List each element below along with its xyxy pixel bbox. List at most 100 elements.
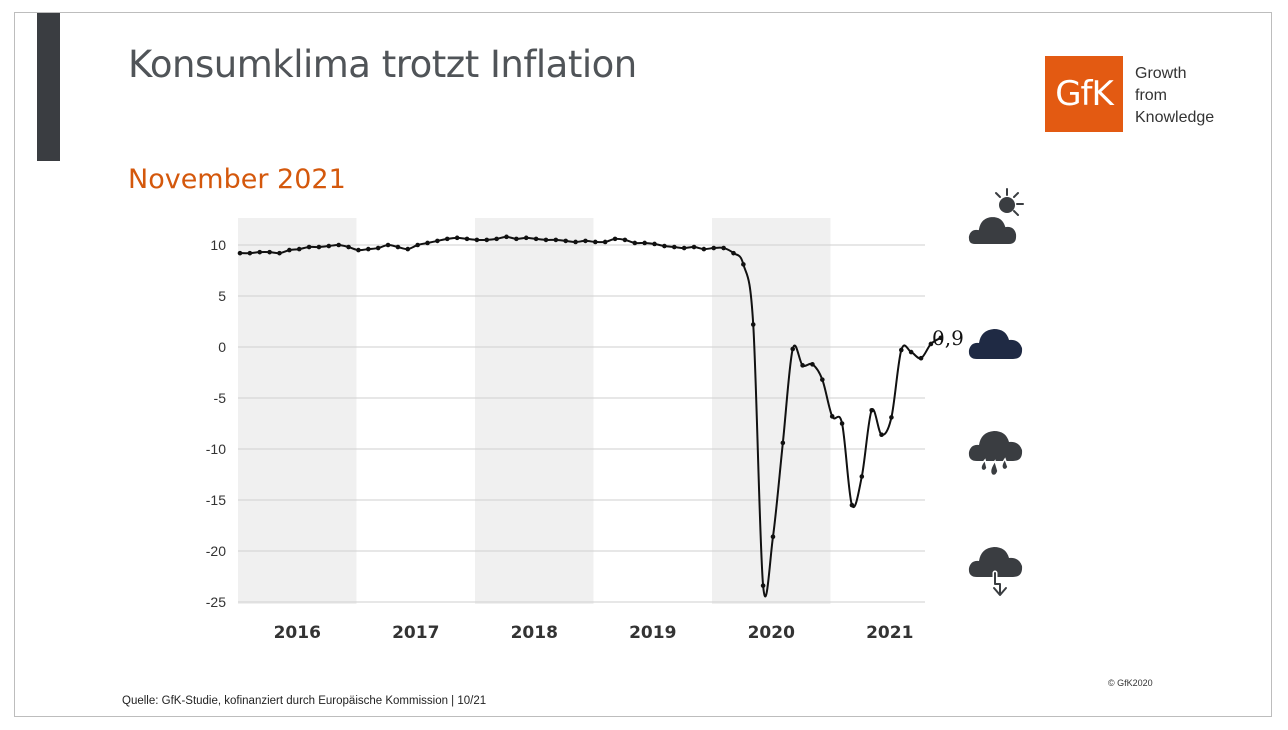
data-point — [750, 322, 756, 327]
data-point — [247, 250, 253, 256]
x-year-label: 2020 — [748, 623, 795, 643]
data-point — [415, 242, 420, 248]
data-point — [257, 249, 263, 255]
data-point — [681, 245, 687, 251]
data-point — [908, 349, 914, 355]
data-point — [573, 239, 578, 245]
data-point — [296, 246, 302, 252]
data-point — [760, 583, 766, 588]
data-point — [671, 244, 677, 250]
data-point — [662, 243, 667, 249]
data-point — [741, 262, 746, 267]
data-point — [336, 242, 342, 248]
data-point — [602, 239, 608, 245]
y-tick-label: 5 — [218, 288, 226, 304]
data-point — [622, 237, 628, 243]
y-tick-label: 10 — [210, 237, 226, 253]
y-tick-label: 0 — [218, 339, 226, 355]
data-point — [395, 244, 401, 250]
data-point — [612, 236, 618, 242]
gfk-logo-text: GfK — [1055, 74, 1114, 114]
data-point — [770, 534, 776, 540]
page-title: Konsumklima trotzt Inflation — [128, 43, 637, 86]
data-point — [494, 236, 499, 242]
data-point — [267, 249, 272, 255]
x-year-label: 2017 — [392, 623, 439, 643]
data-point — [425, 240, 430, 246]
accent-bar — [37, 13, 60, 161]
data-point — [593, 239, 598, 245]
data-point — [820, 377, 825, 382]
data-point — [464, 236, 470, 242]
cloud-sun-icon — [966, 188, 1024, 246]
data-point — [642, 240, 647, 246]
tagline-line-2: from — [1135, 87, 1167, 104]
data-point — [780, 440, 786, 446]
data-point — [356, 247, 361, 253]
y-tick-label: -5 — [214, 390, 227, 406]
data-point — [306, 244, 312, 250]
data-point — [277, 250, 282, 256]
data-point — [691, 244, 697, 250]
data-point — [563, 238, 569, 244]
data-point — [326, 243, 332, 249]
data-point — [287, 247, 292, 253]
data-point — [435, 238, 440, 244]
tagline-line-3: Knowledge — [1135, 109, 1215, 126]
data-point — [810, 362, 815, 367]
x-year-label: 2018 — [511, 623, 558, 643]
year-band — [712, 218, 831, 604]
data-point — [346, 244, 351, 250]
data-point — [543, 237, 549, 243]
source-note: Quelle: GfK-Studie, kofinanziert durch E… — [122, 695, 487, 707]
year-band — [238, 218, 357, 604]
data-point — [731, 250, 736, 256]
data-point — [889, 415, 894, 420]
data-point — [849, 502, 855, 508]
x-year-label: 2019 — [629, 623, 676, 643]
logo-tagline: Growth from Knowledge — [1135, 63, 1214, 129]
gfk-logo: GfK — [1045, 56, 1123, 132]
cloud-icon — [968, 329, 1023, 359]
data-point — [632, 240, 638, 246]
y-tick-label: -10 — [206, 441, 226, 457]
data-point — [928, 341, 934, 347]
data-point — [800, 363, 805, 368]
data-point — [237, 250, 243, 256]
data-point — [790, 346, 796, 352]
data-point — [523, 235, 529, 241]
data-point — [652, 241, 657, 247]
data-point — [444, 236, 450, 242]
data-point — [583, 238, 588, 244]
data-point — [484, 237, 490, 243]
data-point — [918, 355, 924, 361]
x-year-label: 2021 — [866, 623, 913, 643]
data-point — [553, 237, 559, 243]
data-point — [701, 246, 707, 252]
data-point — [829, 414, 835, 419]
data-point — [405, 246, 411, 252]
data-point — [869, 407, 874, 413]
data-point — [898, 347, 904, 353]
data-point — [316, 244, 322, 250]
copyright: © GfK2020 — [1108, 678, 1153, 688]
page-subtitle: November 2021 — [128, 164, 346, 195]
data-point — [859, 474, 865, 479]
data-point — [839, 421, 845, 426]
slide: Konsumklima trotzt Inflation November 20… — [14, 12, 1272, 717]
data-point — [375, 245, 381, 251]
last-value-label: 0,9 — [932, 326, 964, 350]
data-point — [474, 237, 480, 243]
y-tick-label: -20 — [206, 543, 226, 559]
data-point — [711, 245, 717, 251]
data-point — [454, 235, 460, 241]
y-tick-label: -25 — [206, 594, 226, 610]
y-tick-label: -15 — [206, 492, 226, 508]
cloud-rain-icon — [968, 431, 1023, 477]
data-point — [879, 432, 884, 438]
tagline-line-1: Growth — [1135, 65, 1187, 82]
data-point — [366, 246, 371, 252]
year-band — [475, 218, 594, 604]
data-point — [721, 245, 726, 251]
